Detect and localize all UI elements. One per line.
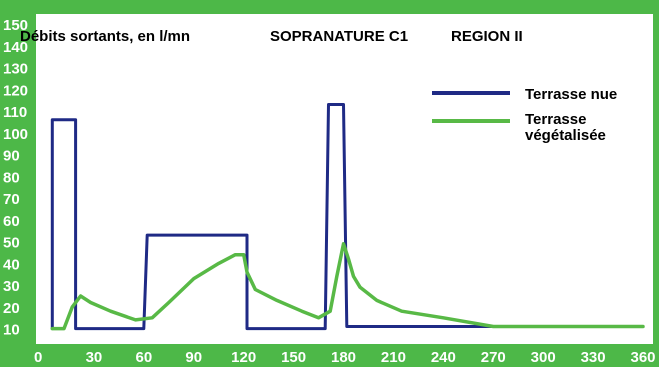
chart-subtitle-product: SOPRANATURE C1 xyxy=(270,28,408,45)
legend-label-terrasse-nue: Terrasse nue xyxy=(525,86,617,103)
y-tick-label: 10 xyxy=(3,322,20,339)
y-tick-label: 130 xyxy=(3,61,28,78)
series-line-terrasse-vegetalisee xyxy=(50,242,645,331)
chart-subtitle-region: REGION II xyxy=(451,28,523,45)
y-tick-label: 120 xyxy=(3,82,28,99)
y-tick-label: 70 xyxy=(3,191,20,208)
x-tick-label: 120 xyxy=(231,349,256,366)
x-tick-label: 210 xyxy=(381,349,406,366)
y-tick-label: 50 xyxy=(3,235,20,252)
x-tick-label: 240 xyxy=(431,349,456,366)
x-tick-label: 360 xyxy=(630,349,655,366)
y-tick-label: 80 xyxy=(3,169,20,186)
x-tick-label: 150 xyxy=(281,349,306,366)
y-tick-label: 30 xyxy=(3,278,20,295)
x-tick-label: 90 xyxy=(185,349,202,366)
x-axis-ticks: 0 30 60 90 120 150 180 210 240 270 300 330 360 xyxy=(34,349,656,366)
x-tick-label: 0 xyxy=(34,349,42,366)
x-tick-label: 330 xyxy=(581,349,606,366)
chart-title: Débits sortants, en l/mn xyxy=(20,28,190,45)
y-tick-label: 140 xyxy=(3,39,28,56)
x-tick-label: 180 xyxy=(331,349,356,366)
series-layer xyxy=(50,103,645,331)
y-tick-label: 60 xyxy=(3,213,20,230)
y-tick-label: 20 xyxy=(3,300,20,317)
y-tick-label: 110 xyxy=(3,104,27,121)
x-tick-label: 270 xyxy=(481,349,506,366)
y-tick-label: 40 xyxy=(3,256,20,273)
legend-label-terrasse-vegetalisee: Terrasse végétalisée xyxy=(525,111,606,144)
y-axis-ticks: 10 20 30 40 50 60 70 80 90 100 110 120 130 140 150 xyxy=(3,17,28,339)
y-tick-label: 100 xyxy=(3,126,28,143)
legend: Terrasse nue Terrasse végétalisée xyxy=(432,86,617,144)
x-tick-label: 300 xyxy=(531,349,556,366)
y-tick-label: 90 xyxy=(3,148,20,165)
y-tick-label: 150 xyxy=(3,17,28,34)
x-tick-label: 30 xyxy=(86,349,103,366)
x-tick-label: 60 xyxy=(135,349,152,366)
series-line-terrasse-nue xyxy=(50,103,645,331)
